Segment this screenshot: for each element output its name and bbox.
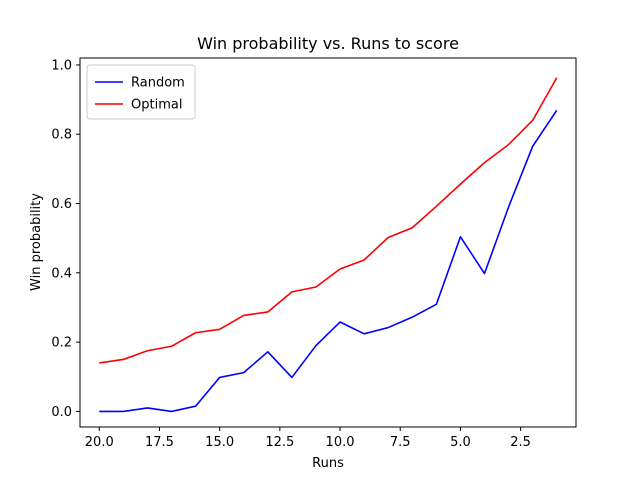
x-tick-label: 5.0 <box>450 435 471 450</box>
axes-frame <box>79 57 577 428</box>
x-axis-label: Runs <box>312 456 344 471</box>
plot-area <box>99 77 558 413</box>
y-tick-label: 0.2 <box>51 336 72 351</box>
x-axis: 20.0 17.5 15.0 12.5 10.0 7.5 5.0 2.5 <box>85 427 531 450</box>
x-tick-label: 12.5 <box>265 435 294 450</box>
y-tick-label: 0.8 <box>51 128 72 143</box>
x-tick-label: 7.5 <box>390 435 411 450</box>
x-tick-label: 2.5 <box>510 435 531 450</box>
legend-box <box>86 64 196 120</box>
chart-title: Win probability vs. Runs to score <box>197 34 459 53</box>
y-tick-label: 0.6 <box>51 197 72 212</box>
y-axis: 0.0 0.2 0.4 0.6 0.8 1.0 <box>51 58 80 420</box>
x-tick-label: 10.0 <box>326 435 355 450</box>
y-tick-label: 0.4 <box>51 266 72 281</box>
legend: Random Optimal <box>86 64 196 120</box>
legend-label-random: Random <box>131 76 185 91</box>
y-tick-label: 1.0 <box>51 58 72 73</box>
x-tick-label: 17.5 <box>145 435 174 450</box>
x-tick-label: 15.0 <box>205 435 234 450</box>
x-tick-label: 20.0 <box>85 435 114 450</box>
series-line-random <box>99 109 558 413</box>
y-axis-label: Win probability <box>29 193 44 291</box>
y-tick-label: 0.0 <box>51 405 72 420</box>
legend-label-optimal: Optimal <box>131 98 182 113</box>
series-line-optimal <box>99 77 558 364</box>
